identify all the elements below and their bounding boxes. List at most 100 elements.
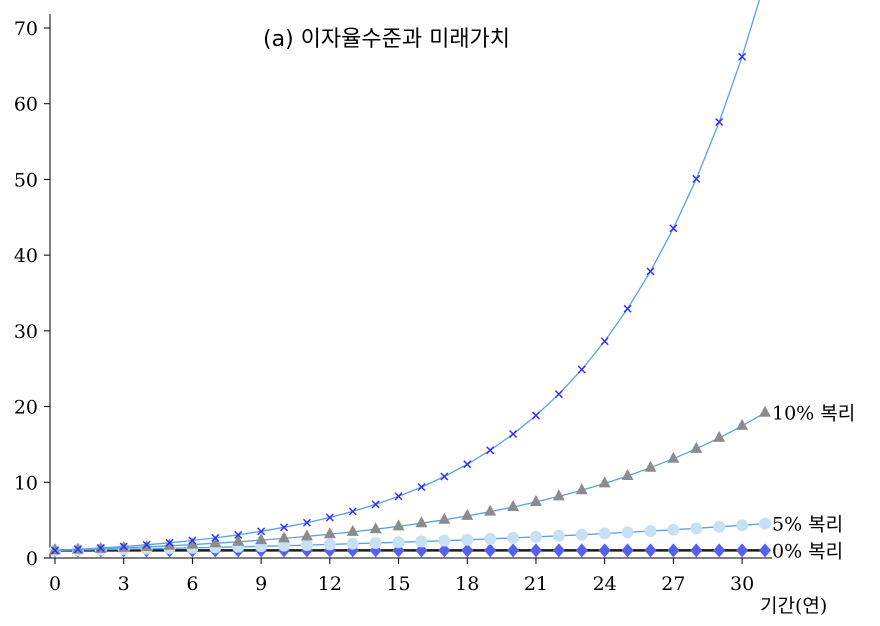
data-point-diamond: [484, 543, 497, 558]
data-point-triangle: [575, 483, 588, 495]
data-point-circle: [598, 527, 611, 540]
data-point-circle: [346, 537, 359, 550]
data-point-triangle: [598, 476, 611, 488]
x-tick-label: 21: [524, 573, 548, 595]
y-tick-label: 0: [26, 548, 38, 570]
data-point-circle: [736, 519, 749, 532]
data-point-x: [371, 500, 380, 509]
data-point-triangle: [507, 500, 520, 512]
data-point-diamond: [598, 543, 611, 558]
data-point-diamond: [621, 543, 634, 558]
data-point-diamond: [736, 543, 749, 558]
data-point-x: [234, 530, 243, 539]
data-point-triangle: [346, 524, 359, 536]
data-point-x: [325, 513, 334, 522]
data-point-triangle: [232, 534, 245, 546]
x-tick-label: 12: [318, 573, 342, 595]
data-point-triangle: [621, 469, 634, 481]
x-tick-label: 3: [118, 573, 130, 595]
data-point-x: [302, 518, 311, 527]
y-tick-label: 50: [14, 169, 38, 191]
y-tick-label: 20: [14, 397, 38, 419]
data-point-circle: [415, 535, 428, 548]
data-point-diamond: [461, 543, 474, 558]
data-point-x: [73, 545, 82, 554]
series-label: 5% 복리: [772, 514, 843, 536]
data-point-triangle: [163, 538, 176, 550]
x-tick-label: 0: [49, 573, 61, 595]
data-point-circle: [529, 530, 542, 543]
data-point-triangle: [369, 522, 382, 534]
data-point-x: [165, 538, 174, 547]
data-point-triangle: [415, 516, 428, 528]
data-point-x: [577, 365, 586, 374]
data-point-diamond: [667, 543, 680, 558]
data-point-diamond: [552, 543, 565, 558]
data-point-triangle: [713, 430, 726, 442]
data-point-triangle: [323, 527, 336, 539]
data-point-diamond: [690, 543, 703, 558]
data-point-circle: [323, 538, 336, 551]
data-point-triangle: [667, 451, 680, 463]
series-triangle: [49, 405, 771, 555]
data-point-diamond: [507, 543, 520, 558]
data-point-circle: [575, 528, 588, 541]
data-point-x: [509, 430, 518, 439]
series-diamond: [49, 543, 771, 558]
data-point-x: [394, 492, 403, 501]
x-tick-label: 27: [661, 573, 685, 595]
data-point-circle: [300, 539, 313, 552]
data-point-circle: [392, 536, 405, 549]
data-point-x: [692, 174, 701, 183]
data-point-circle: [759, 517, 771, 530]
x-tick-label: 9: [255, 573, 267, 595]
data-point-triangle: [461, 508, 474, 520]
x-tick-label: 18: [455, 573, 479, 595]
data-point-circle: [621, 526, 634, 539]
data-point-x: [715, 118, 724, 127]
data-point-triangle: [278, 531, 291, 543]
x-axis-ticks: 0 3 6 9 12 15 18 21 24 27 30: [49, 558, 754, 595]
data-point-x: [486, 446, 495, 455]
data-point-x: [51, 546, 59, 555]
data-point-triangle: [484, 504, 497, 516]
data-point-triangle: [736, 418, 749, 430]
data-point-x: [646, 267, 655, 276]
data-point-triangle: [759, 405, 771, 417]
data-point-x: [600, 337, 609, 346]
x-tick-label: 15: [386, 573, 410, 595]
data-point-circle: [484, 532, 497, 545]
data-point-triangle: [529, 494, 542, 506]
data-point-circle: [278, 539, 291, 552]
data-point-x: [142, 540, 151, 549]
series-line: [54, 412, 766, 552]
data-point-triangle: [49, 543, 61, 555]
data-point-diamond: [438, 543, 451, 558]
data-point-x: [531, 411, 540, 420]
data-point-circle: [369, 537, 382, 550]
data-point-triangle: [552, 489, 565, 501]
series-label: 10% 복리: [772, 403, 855, 425]
data-point-x: [417, 483, 426, 492]
series-line: [54, 0, 761, 552]
data-point-circle: [667, 523, 680, 536]
data-point-x: [211, 533, 220, 542]
data-point-x: [119, 542, 128, 551]
data-point-triangle: [186, 537, 199, 549]
data-point-x: [554, 390, 563, 399]
data-point-diamond: [415, 543, 428, 558]
x-tick-label: 30: [730, 573, 754, 595]
data-point-diamond: [575, 543, 588, 558]
data-point-triangle: [392, 519, 405, 531]
y-tick-label: 40: [14, 245, 38, 267]
data-point-x: [738, 52, 747, 61]
data-point-triangle: [644, 460, 657, 472]
data-point-diamond: [713, 543, 726, 558]
series-x: [51, 0, 761, 555]
data-point-x: [96, 544, 105, 553]
chart-title: (a) 이자율수준과 미래가치: [263, 27, 510, 52]
y-tick-label: 30: [14, 321, 38, 343]
data-point-triangle: [71, 542, 84, 554]
y-tick-label: 60: [14, 94, 38, 116]
